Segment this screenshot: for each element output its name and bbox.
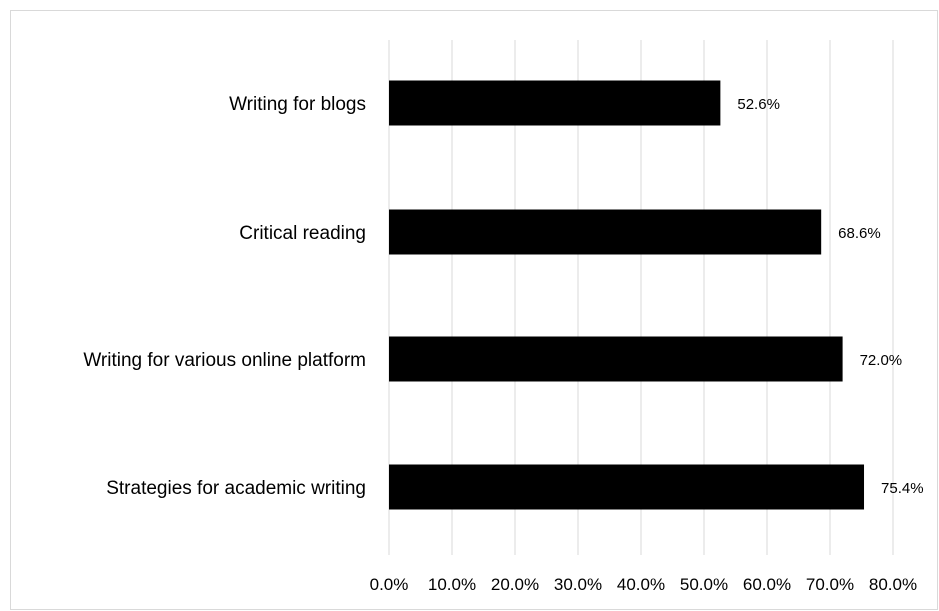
category-labels: Writing for blogs Critical reading Writing… [83, 94, 366, 499]
category-label: Writing for various online platform [83, 350, 366, 371]
x-tick-label: 70.0% [806, 575, 854, 594]
data-label: 72.0% [860, 352, 903, 369]
x-axis-tick-labels: 0.0% 10.0% 20.0% 30.0% 40.0% 50.0% 60.0% 70.0% 8… [370, 575, 917, 594]
category-label: Critical reading [239, 223, 366, 244]
bar [389, 80, 721, 126]
x-tick-label: 50.0% [680, 575, 728, 594]
bar [389, 209, 822, 255]
x-tick-label: 10.0% [428, 575, 476, 594]
category-label: Writing for blogs [229, 94, 366, 115]
data-label: 68.6% [838, 225, 881, 242]
chart-frame [10, 10, 938, 610]
data-label: 52.6% [737, 96, 780, 113]
x-tick-label: 40.0% [617, 575, 665, 594]
category-label: Strategies for academic writing [106, 478, 366, 499]
x-tick-label: 60.0% [743, 575, 791, 594]
x-tick-label: 30.0% [554, 575, 602, 594]
x-tick-label: 80.0% [869, 575, 917, 594]
data-labels: 52.6% 68.6% 72.0% 75.4% [737, 96, 923, 497]
data-label: 75.4% [881, 480, 924, 497]
x-tick-label: 20.0% [491, 575, 539, 594]
bar [389, 336, 843, 382]
bar [389, 464, 865, 510]
x-tick-label: 0.0% [370, 575, 409, 594]
bars [389, 80, 865, 510]
